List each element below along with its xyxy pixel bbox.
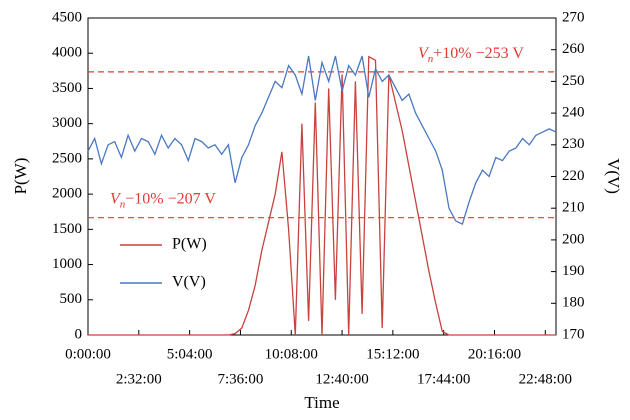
x-tick-label: 2:32:00 (116, 371, 162, 387)
x-tick-label: 7:36:00 (218, 371, 264, 387)
reference-label-sub: n (428, 52, 434, 64)
y-tick-label: 1000 (52, 256, 82, 272)
y2-tick-label: 200 (562, 231, 585, 247)
y-tick-label: 3000 (52, 115, 82, 131)
y2-tick-label: 170 (562, 326, 585, 342)
series-line (87, 55, 557, 226)
y-tick-label: 1500 (52, 221, 82, 237)
reference-label-base: V (110, 190, 122, 207)
reference-label-sub: n (120, 198, 126, 210)
y2-tick-label: 270 (562, 9, 585, 25)
y2-tick-label: 230 (562, 136, 585, 152)
y-tick-label: 4000 (52, 45, 82, 61)
y2-tick-label: 240 (562, 105, 585, 121)
y2-tick-label: 250 (562, 73, 585, 89)
legend-label: V(V) (172, 274, 206, 291)
reference-label-rest: −10% −207 V (125, 190, 216, 207)
y-tick-label: 500 (60, 291, 83, 307)
reference-label: Vn−10% −207 V (110, 190, 216, 210)
x-axis-label: Time (304, 393, 339, 412)
x-tick-label: 10:08:00 (265, 346, 318, 362)
y-tick-label: 4500 (52, 9, 82, 25)
y2-tick-label: 190 (562, 263, 585, 279)
x-tick-label: 0:00:00 (65, 346, 111, 362)
y-tick-label: 3500 (52, 80, 82, 96)
series-line (88, 55, 556, 336)
x-tick-label: 12:40:00 (315, 371, 368, 387)
y-tick-label: 2000 (52, 186, 82, 202)
x-tick-label: 15:12:00 (366, 346, 419, 362)
y2-tick-label: 210 (562, 200, 585, 216)
y2-tick-label: 180 (562, 295, 585, 311)
y-tick-label: 0 (75, 326, 83, 342)
x-tick-label: 22:48:00 (519, 371, 572, 387)
x-tick-label: 5:04:00 (167, 346, 213, 362)
reference-label-rest: +10% −253 V (433, 45, 524, 62)
y2-axis-label: V(V) (604, 158, 623, 194)
y-axis-label: P(W) (11, 158, 30, 195)
legend-label: P(W) (172, 236, 207, 253)
y-tick-label: 2500 (52, 150, 82, 166)
reference-label-base: V (418, 45, 430, 62)
reference-label: Vn+10% −253 V (418, 45, 524, 65)
y2-tick-label: 220 (562, 168, 585, 184)
x-tick-label: 17:44:00 (417, 371, 470, 387)
x-tick-label: 20:16:00 (468, 346, 521, 362)
y2-tick-label: 260 (562, 41, 585, 57)
